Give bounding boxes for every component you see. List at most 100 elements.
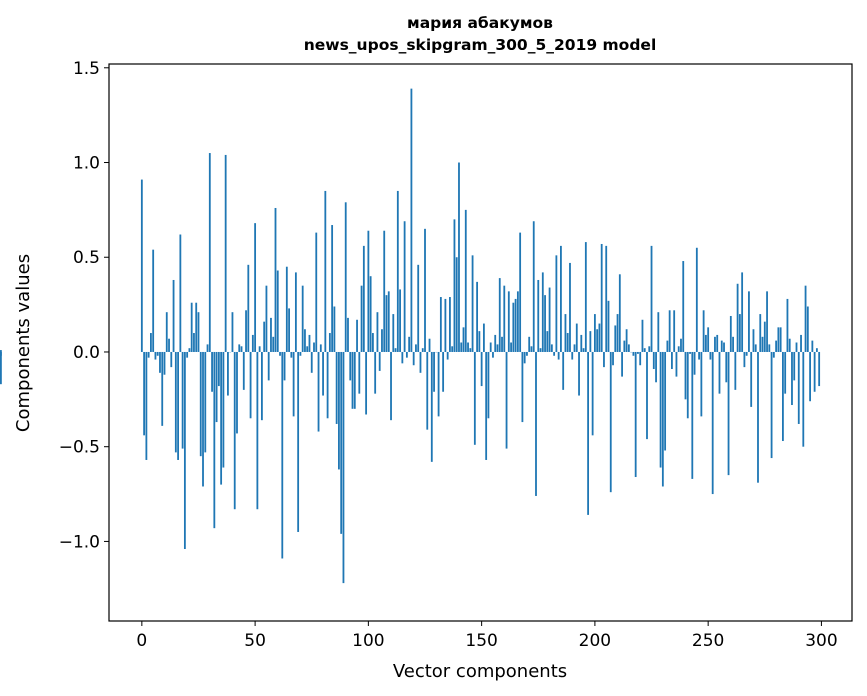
bar [815, 348, 818, 352]
bar [784, 351, 787, 394]
bar [371, 333, 374, 352]
bar [419, 351, 422, 373]
bar [800, 334, 802, 352]
bar [177, 351, 179, 460]
bar [152, 249, 155, 352]
bar [188, 348, 191, 352]
bar [179, 234, 182, 352]
y-axis-ticks: −1.0 −0.5 0.0 0.5 1.0 1.5 [59, 59, 109, 552]
bar [646, 351, 648, 440]
y-tick-label: −0.5 [59, 438, 100, 458]
bar [426, 351, 429, 430]
bar [716, 334, 719, 352]
bar [693, 351, 696, 375]
bar [249, 351, 252, 419]
bar [204, 351, 207, 453]
bar [193, 333, 195, 352]
bar [172, 279, 175, 352]
bar [408, 336, 411, 352]
bar [233, 351, 236, 510]
plot-frame [108, 63, 853, 622]
bar [757, 351, 759, 483]
bar [766, 291, 768, 352]
bar [627, 344, 630, 352]
bar [333, 306, 336, 352]
bar [254, 223, 257, 352]
bar [501, 336, 503, 352]
bar [360, 285, 363, 352]
bar [396, 190, 399, 352]
bar [378, 351, 381, 371]
bar [424, 228, 426, 352]
bar [256, 351, 259, 510]
bar [308, 334, 311, 352]
bar [315, 232, 318, 352]
bar [392, 314, 395, 352]
bar [557, 351, 560, 360]
bar [217, 351, 220, 387]
bar [351, 351, 354, 409]
bar [492, 351, 494, 358]
bar [365, 351, 368, 415]
bar [763, 321, 766, 352]
bar [804, 285, 807, 352]
bar [612, 351, 614, 366]
bar [589, 331, 592, 352]
bar [281, 351, 284, 559]
bar [288, 308, 290, 352]
x-tick-label: 0 [136, 631, 147, 651]
bar [544, 295, 546, 352]
bar [793, 351, 796, 381]
bar [623, 340, 626, 352]
bar [247, 264, 250, 352]
bar [609, 351, 612, 493]
bar [505, 351, 508, 449]
bar [473, 351, 476, 445]
bar [390, 351, 392, 421]
bar [462, 327, 465, 352]
bar [451, 346, 454, 352]
bar [476, 281, 479, 352]
bar [723, 342, 725, 352]
bar [725, 351, 728, 383]
bar [562, 351, 565, 390]
bar [643, 348, 646, 352]
bar [387, 291, 390, 352]
bar [736, 283, 739, 352]
bar [347, 317, 349, 352]
bar [528, 336, 531, 352]
bar [467, 342, 469, 352]
bar [593, 314, 596, 352]
bar [245, 310, 247, 352]
bar [550, 344, 553, 352]
bar [512, 302, 515, 352]
bar [759, 314, 762, 352]
y-tick-label: 1.0 [73, 154, 100, 174]
bar [376, 312, 379, 352]
bar [224, 154, 227, 352]
bar [220, 351, 223, 485]
bar [222, 351, 225, 468]
bar [605, 245, 608, 352]
bar [745, 351, 748, 356]
bar [415, 344, 417, 352]
bar [507, 291, 510, 352]
bar [754, 344, 757, 352]
bar [625, 329, 628, 352]
bar [668, 310, 671, 352]
bar [494, 334, 497, 352]
bar [165, 312, 168, 352]
bar [331, 225, 334, 352]
bar [324, 190, 327, 352]
bar [718, 351, 721, 394]
bar [442, 351, 445, 392]
bar [417, 264, 420, 352]
bar [340, 351, 343, 534]
bar [317, 351, 320, 432]
bar [548, 287, 551, 352]
y-tick-label: 1.5 [73, 59, 100, 79]
bar [297, 351, 300, 532]
bar [575, 323, 578, 352]
bar [338, 351, 340, 470]
